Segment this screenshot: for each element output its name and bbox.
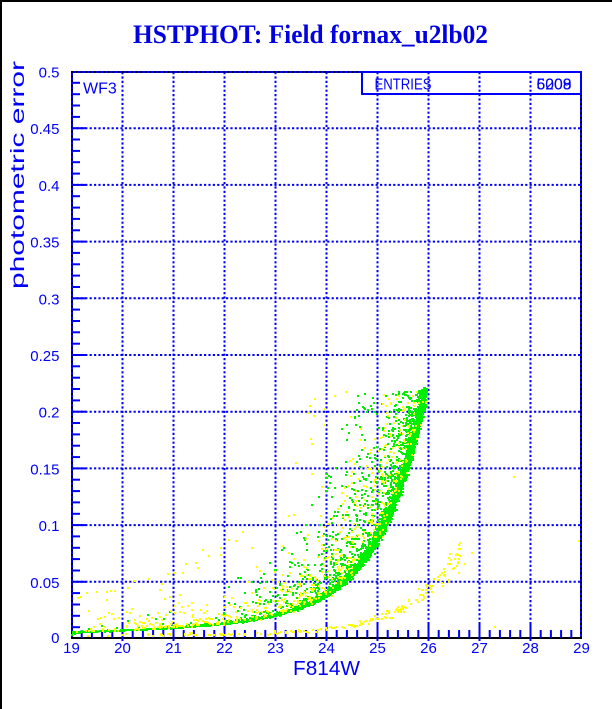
svg-text:0.4: 0.4 <box>39 178 60 195</box>
svg-text:WF3: WF3 <box>83 81 117 98</box>
svg-text:20: 20 <box>114 640 131 657</box>
svg-text:0.1: 0.1 <box>39 518 60 535</box>
svg-text:25: 25 <box>369 640 386 657</box>
svg-text:0.45: 0.45 <box>30 121 59 138</box>
svg-text:0.3: 0.3 <box>39 291 60 308</box>
svg-text:22: 22 <box>216 640 233 657</box>
svg-text:6208: 6208 <box>537 77 572 94</box>
svg-text:21: 21 <box>165 640 182 657</box>
svg-text:0: 0 <box>51 630 59 647</box>
svg-text:0.05: 0.05 <box>30 575 59 592</box>
svg-text:ENTRIES: ENTRIES <box>375 77 432 94</box>
svg-text:0.15: 0.15 <box>30 461 59 478</box>
svg-text:26: 26 <box>420 640 437 657</box>
svg-text:28: 28 <box>522 640 539 657</box>
svg-text:19: 19 <box>63 640 80 657</box>
svg-text:0.5: 0.5 <box>39 65 60 82</box>
svg-text:0.2: 0.2 <box>39 405 60 422</box>
svg-text:23: 23 <box>267 640 284 657</box>
svg-text:24: 24 <box>318 640 335 657</box>
svg-text:0.35: 0.35 <box>30 235 59 252</box>
svg-text:0.25: 0.25 <box>30 348 59 365</box>
svg-text:photometric error: photometric error <box>8 60 29 289</box>
svg-text:HSTPHOT: Field fornax_u2lb02: HSTPHOT: Field fornax_u2lb02 <box>133 20 488 49</box>
svg-text:27: 27 <box>471 640 488 657</box>
svg-text:5009: 5009 <box>537 77 572 94</box>
svg-text:29: 29 <box>573 640 590 657</box>
svg-text:F814W: F814W <box>293 658 360 680</box>
